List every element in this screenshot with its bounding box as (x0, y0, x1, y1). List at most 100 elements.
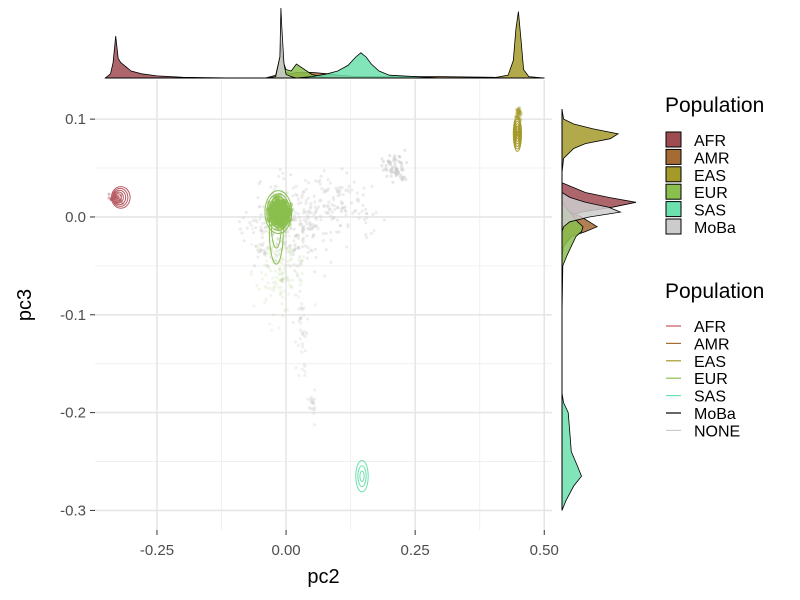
scatter-point (392, 156, 396, 160)
scatter-point (384, 168, 389, 172)
y-tick-label: -0.3 (60, 502, 86, 519)
y-tick-label: -0.2 (60, 405, 86, 422)
scatter-point (399, 173, 403, 177)
scatter-point (364, 207, 368, 212)
scatter-point (291, 194, 295, 198)
scatter-point (329, 238, 333, 242)
right-density-panel (561, 109, 637, 511)
scatter-point (402, 175, 406, 179)
scatter-point (272, 188, 277, 192)
scatter-point (389, 168, 393, 172)
scatter-point (381, 160, 385, 164)
legend-key (665, 201, 682, 218)
scatter-point (282, 241, 286, 245)
scatter-point (304, 330, 308, 334)
scatter-point (516, 112, 521, 116)
scatter-point (394, 167, 398, 171)
density-contours (111, 115, 523, 493)
legend-label: NONE (694, 423, 740, 440)
scatter-point (248, 221, 252, 225)
scatter-point (258, 243, 262, 247)
scatter-point (300, 193, 304, 197)
scatter-point (297, 319, 301, 323)
scatter-point (241, 216, 245, 220)
scatter-point (276, 238, 280, 242)
right-density-sas (561, 109, 582, 511)
scatter-point (393, 157, 397, 161)
legend-key (665, 148, 682, 165)
scatter-point (307, 181, 311, 185)
scatter-point (357, 216, 361, 220)
scatter-point (313, 423, 317, 427)
legend-label: MoBa (694, 406, 736, 423)
scatter-point (381, 168, 385, 172)
scatter-point (286, 259, 290, 263)
y-tick-label: 0.0 (65, 209, 86, 226)
scatter-point (299, 321, 303, 325)
scatter-point (518, 113, 522, 117)
scatter-point (260, 229, 264, 233)
scatter-point (329, 260, 333, 264)
scatter-point (296, 343, 300, 347)
scatter-point (398, 155, 402, 159)
scatter-point (310, 401, 314, 405)
scatter-point (395, 167, 399, 171)
contour-eur (268, 195, 284, 265)
scatter-point (302, 313, 306, 317)
scatter-point (315, 224, 319, 228)
scatter-point (261, 221, 265, 225)
scatter-point (327, 207, 331, 212)
scatter-point (382, 218, 386, 222)
scatter-point (264, 229, 268, 233)
scatter-point (268, 286, 272, 290)
scatter-point (516, 109, 520, 113)
scatter-point (386, 160, 390, 164)
scatter-point (260, 235, 264, 239)
scatter-point (301, 191, 305, 195)
scatter-point (298, 219, 302, 223)
scatter-point (258, 180, 262, 184)
scatter-point (297, 373, 301, 377)
scatter-point (281, 277, 285, 281)
scatter-point (291, 253, 295, 257)
scatter-point (270, 328, 274, 332)
scatter-point (310, 249, 314, 253)
scatter-point (245, 226, 249, 230)
scatter-point (315, 207, 319, 211)
scatter-point (264, 254, 268, 258)
scatter-point (517, 110, 521, 114)
scatter-point (296, 274, 300, 278)
scatter-point (374, 210, 378, 215)
scatter-point (330, 203, 334, 207)
scatter-point (398, 175, 403, 179)
scatter-point (298, 223, 302, 227)
scatter-point (296, 197, 300, 201)
scatter-point (298, 337, 302, 341)
scatter-point (288, 264, 292, 268)
scatter-point (244, 210, 248, 214)
scatter-point (257, 246, 261, 250)
scatter-point (300, 302, 304, 306)
scatter-point (320, 187, 324, 191)
scatter-point (279, 285, 283, 289)
scatter-point (288, 257, 292, 262)
scatter-point (391, 170, 395, 174)
scatter-point (338, 193, 342, 197)
scatter-point (287, 244, 291, 248)
scatter-point (311, 401, 315, 405)
scatter-point (338, 223, 342, 227)
scatter-point (390, 167, 394, 171)
scatter-point (294, 192, 298, 196)
scatter-point (259, 228, 263, 232)
scatter-point (319, 218, 323, 222)
legend-label: AFR (694, 133, 726, 150)
scatter-point (297, 258, 301, 262)
scatter-point (352, 210, 357, 214)
scatter-point (258, 248, 263, 252)
scatter-point (254, 244, 258, 248)
top-density-eur (105, 42, 545, 79)
scatter-point (518, 112, 522, 116)
scatter-point (271, 281, 275, 285)
scatter-point (279, 279, 284, 283)
